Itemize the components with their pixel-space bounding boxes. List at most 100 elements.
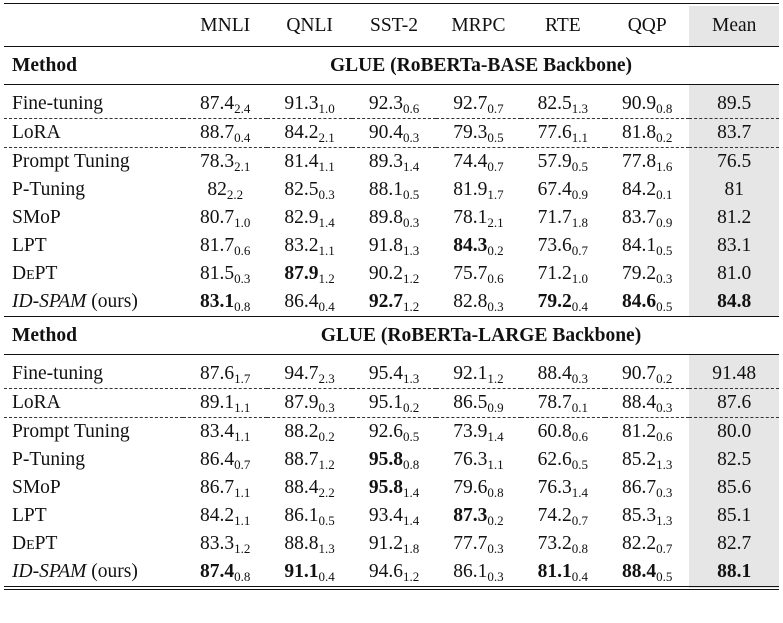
score-cell: 82.20.7: [622, 533, 673, 556]
method-name: Fine-tuning: [4, 84, 183, 119]
score-cell: 88.70.4: [183, 118, 268, 148]
score-cell: 82.91.4: [284, 207, 335, 230]
score-cell: 77.81.6: [622, 151, 673, 174]
score-cell: 85.21.3: [622, 449, 673, 472]
method-name: ID-SPAM (ours): [4, 558, 183, 590]
top-rule: [4, 3, 779, 6]
col-header-sst2: SST-2: [369, 15, 419, 36]
score-cell: 79.60.8: [453, 477, 504, 500]
mean-cell: 88.1: [689, 558, 779, 590]
table-row: Prompt Tuning 83.41.1 88.20.2 92.60.5 73.91.…: [4, 417, 779, 446]
score-cell: 89.31.4: [368, 151, 420, 174]
method-name: ID-SPAM (ours): [12, 291, 138, 312]
section-title: GLUE (RoBERTa-BASE Backbone): [183, 46, 779, 85]
score-cell: 90.90.8: [605, 84, 690, 119]
score-cell: 80.71.0: [200, 207, 251, 230]
score-cell: 95.81.4: [368, 477, 420, 500]
score-cell: 82.51.3: [520, 84, 606, 119]
score-cell: 93.41.4: [368, 505, 420, 528]
method-name: P-Tuning: [12, 179, 85, 200]
table-row: Fine-tuning 87.61.7 94.72.3 95.41.3 92.11.2 8…: [4, 354, 779, 389]
score-cell: 87.91.2: [284, 263, 335, 286]
score-cell: 95.80.8: [368, 449, 420, 472]
score-cell: 78.70.1: [520, 388, 606, 418]
mean-cell: 85.6: [689, 474, 779, 502]
score-cell: 78.32.1: [200, 151, 251, 174]
score-cell: 87.30.2: [453, 505, 504, 528]
score-cell: 57.90.5: [537, 151, 589, 174]
column-header-row: MNLI QNLI SST-2 MRPC RTE QQP Mean: [4, 6, 779, 47]
score-cell: 85.31.3: [622, 505, 673, 528]
score-cell: 86.10.5: [284, 505, 335, 528]
score-cell: 91.31.0: [267, 84, 352, 119]
mean-cell: 81.0: [689, 260, 779, 288]
mean-cell: 87.6: [689, 388, 779, 418]
score-cell: 87.90.3: [267, 388, 352, 418]
table-row: Prompt Tuning 78.32.1 81.41.1 89.31.4 74.40.…: [4, 147, 779, 176]
table-row: LoRA 88.70.4 84.22.1 90.40.3 79.30.5 77.61.1 8…: [4, 118, 779, 148]
table-row: Fine-tuning 87.42.4 91.31.0 92.30.6 92.70.7 8…: [4, 84, 779, 119]
mean-cell: 82.5: [689, 446, 779, 474]
score-cell: 83.70.9: [622, 207, 673, 230]
header-empty: [4, 6, 183, 47]
score-cell: 77.70.3: [453, 533, 504, 556]
score-cell: 75.70.6: [453, 263, 504, 286]
mean-cell: 81.2: [689, 204, 779, 232]
score-cell: 94.72.3: [267, 354, 352, 389]
score-cell: 88.40.3: [605, 388, 690, 418]
score-cell: 83.41.1: [200, 421, 251, 444]
mean-cell: 91.48: [689, 354, 779, 389]
score-cell: 84.10.5: [622, 235, 673, 258]
score-cell: 77.61.1: [520, 118, 606, 148]
score-cell: 92.30.6: [351, 84, 437, 119]
score-cell: 95.10.2: [351, 388, 437, 418]
score-cell: 76.31.4: [537, 477, 589, 500]
section-header-row: Method GLUE (RoBERTa-BASE Backbone): [4, 46, 779, 85]
method-name: LPT: [12, 505, 47, 526]
table-row: ID-SPAM (ours) 87.40.8 91.10.4 94.61.2 86.10…: [4, 558, 779, 590]
score-cell: 88.81.3: [284, 533, 335, 556]
method-column-label: Method: [4, 46, 183, 85]
score-cell: 81.70.6: [200, 235, 251, 258]
table-row: SMoP 80.71.0 82.91.4 89.80.3 78.12.1 71.71.8 8…: [4, 204, 779, 232]
score-cell: 87.40.8: [183, 558, 268, 590]
score-cell: 86.40.4: [284, 291, 335, 314]
col-header-mrpc: MRPC: [451, 15, 506, 36]
score-cell: 81.10.4: [520, 558, 606, 590]
score-cell: 84.60.5: [622, 291, 673, 314]
method-column-label: Method: [4, 316, 183, 355]
score-cell: 84.20.1: [622, 179, 673, 202]
score-cell: 94.61.2: [351, 558, 437, 590]
score-cell: 86.70.3: [622, 477, 673, 500]
score-cell: 79.30.5: [436, 118, 521, 148]
score-cell: 90.21.2: [368, 263, 420, 286]
score-cell: 89.80.3: [368, 207, 420, 230]
mean-cell: 82.7: [689, 530, 779, 558]
score-cell: 88.20.2: [284, 421, 335, 444]
score-cell: 90.70.2: [605, 354, 690, 389]
score-cell: 73.20.8: [537, 533, 589, 556]
col-header-mean: Mean: [689, 6, 779, 47]
score-cell: 73.60.7: [537, 235, 589, 258]
score-cell: 88.40.5: [605, 558, 690, 590]
method-name: LoRA: [4, 388, 183, 418]
score-cell: 822.2: [207, 179, 244, 202]
mean-cell: 83.1: [689, 232, 779, 260]
method-name: LoRA: [4, 118, 183, 148]
table-row: P-Tuning 86.40.7 88.71.2 95.80.8 76.31.1 62.6…: [4, 446, 779, 474]
score-cell: 78.12.1: [453, 207, 504, 230]
table-row: SMoP 86.71.1 88.42.2 95.81.4 79.60.8 76.31.4 8…: [4, 474, 779, 502]
score-cell: 82.80.3: [453, 291, 504, 314]
score-cell: 91.81.3: [368, 235, 420, 258]
score-cell: 74.40.7: [453, 151, 504, 174]
score-cell: 92.71.2: [368, 291, 420, 314]
col-header-qqp: QQP: [627, 15, 667, 36]
score-cell: 92.70.7: [436, 84, 521, 119]
mean-cell: 81: [689, 176, 779, 204]
score-cell: 92.11.2: [436, 354, 521, 389]
score-cell: 88.42.2: [284, 477, 335, 500]
score-cell: 87.61.7: [183, 354, 268, 389]
method-name: SMoP: [12, 477, 61, 498]
method-name: DePT: [12, 533, 58, 554]
col-header-mnli: MNLI: [200, 15, 251, 36]
